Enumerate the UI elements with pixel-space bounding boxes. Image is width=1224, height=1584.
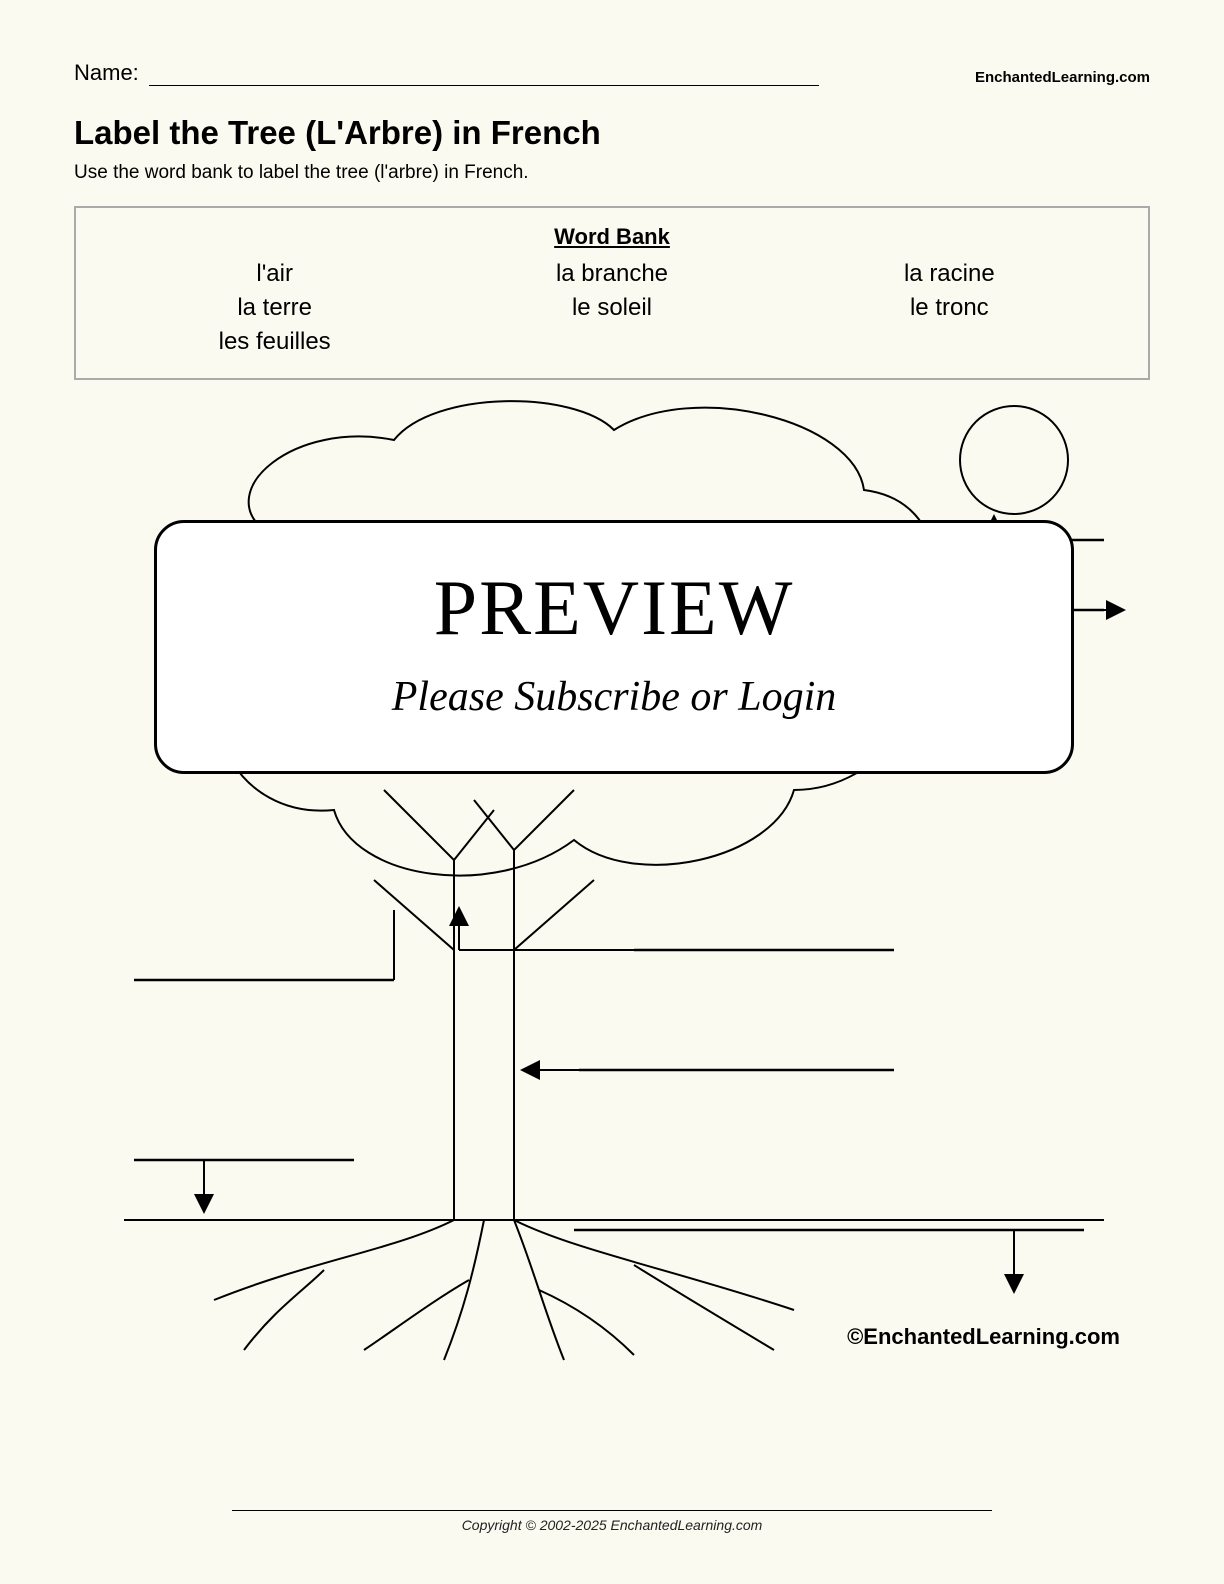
- worksheet-page: Name: EnchantedLearning.com Label the Tr…: [74, 60, 1150, 1390]
- name-label: Name:: [74, 60, 139, 86]
- word-bank-grid: l'air la branche la racine la terre le s…: [106, 260, 1118, 356]
- word-bank-item: les feuilles: [106, 328, 443, 356]
- copyright-text: Copyright © 2002-2025 EnchantedLearning.…: [462, 1517, 763, 1533]
- tree-trunk: [374, 790, 594, 1220]
- preview-overlay: PREVIEW Please Subscribe or Login: [154, 520, 1074, 774]
- word-bank-item: la terre: [106, 294, 443, 322]
- watermark: ©EnchantedLearning.com: [847, 1324, 1120, 1350]
- sun-icon: [960, 406, 1068, 514]
- page-subtitle: Use the word bank to label the tree (l'a…: [74, 162, 1150, 184]
- word-bank-item: la racine: [781, 260, 1118, 288]
- site-label: EnchantedLearning.com: [975, 69, 1150, 86]
- word-bank: Word Bank l'air la branche la racine la …: [74, 206, 1150, 380]
- word-bank-item: le soleil: [443, 294, 780, 322]
- word-bank-item: la branche: [443, 260, 780, 288]
- tree-diagram: PREVIEW Please Subscribe or Login ©Encha…: [74, 390, 1150, 1390]
- header-row: Name: EnchantedLearning.com: [74, 60, 1150, 86]
- word-bank-item: l'air: [106, 260, 443, 288]
- footer: Copyright © 2002-2025 EnchantedLearning.…: [0, 1510, 1224, 1533]
- name-input-line[interactable]: [149, 64, 819, 86]
- tree-roots: [214, 1220, 794, 1360]
- word-bank-item: le tronc: [781, 294, 1118, 322]
- page-title: Label the Tree (L'Arbre) in French: [74, 114, 1150, 152]
- footer-divider: [232, 1510, 992, 1511]
- preview-title: PREVIEW: [177, 563, 1051, 653]
- preview-subtitle: Please Subscribe or Login: [177, 673, 1051, 721]
- word-bank-title: Word Bank: [106, 224, 1118, 250]
- name-area: Name:: [74, 60, 819, 86]
